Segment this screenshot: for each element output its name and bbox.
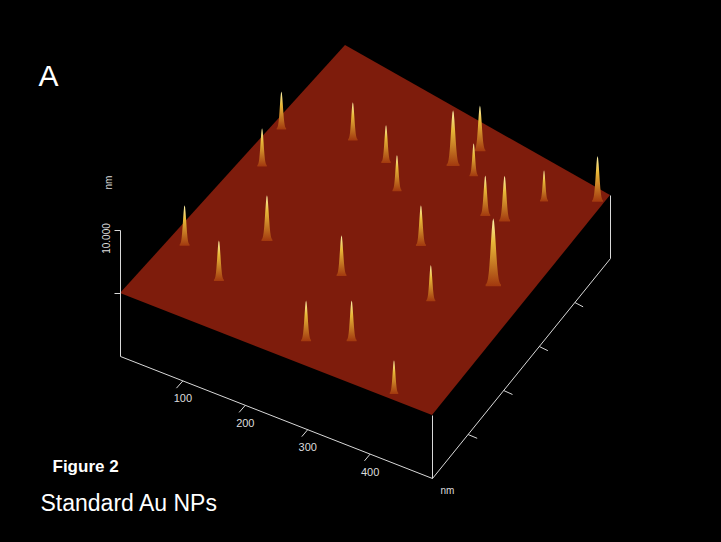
svg-text:nm: nm xyxy=(441,485,455,496)
svg-text:100: 100 xyxy=(174,392,192,404)
svg-text:A: A xyxy=(39,59,59,92)
svg-text:nm: nm xyxy=(103,176,114,190)
svg-text:300: 300 xyxy=(299,441,317,453)
svg-text:400: 400 xyxy=(361,466,379,478)
svg-text:Figure 2: Figure 2 xyxy=(53,457,119,476)
svg-text:200: 200 xyxy=(236,417,254,429)
svg-text:Standard Au NPs: Standard Au NPs xyxy=(41,490,217,516)
svg-text:10.000: 10.000 xyxy=(101,223,112,254)
